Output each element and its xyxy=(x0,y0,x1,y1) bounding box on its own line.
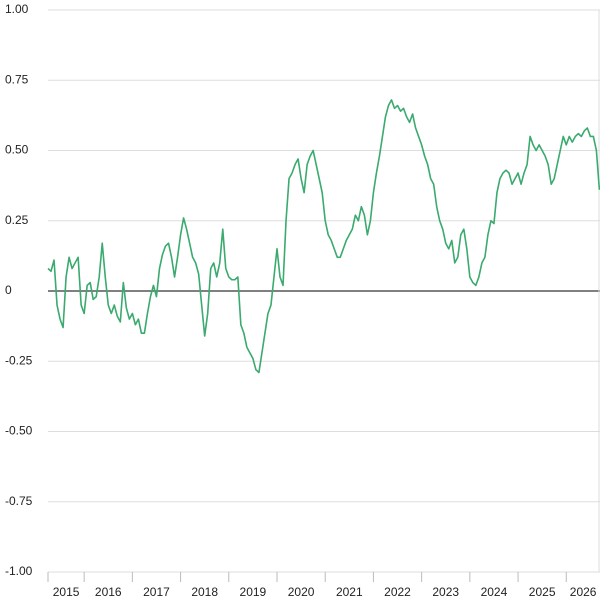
y-tick-label: 0.75 xyxy=(5,72,29,86)
x-tick-label: 2019 xyxy=(240,585,267,599)
y-tick-label: -0.50 xyxy=(5,424,33,438)
x-tick-label: 2015 xyxy=(53,585,80,599)
y-tick-label: 0.50 xyxy=(5,143,29,157)
y-tick-label: -0.75 xyxy=(5,494,33,508)
y-tick-label: -0.25 xyxy=(5,353,33,367)
x-tick-label: 2026 xyxy=(570,585,597,599)
x-tick-label: 2021 xyxy=(336,585,363,599)
x-tick-label: 2016 xyxy=(95,585,122,599)
x-tick-label: 2024 xyxy=(481,585,508,599)
y-tick-label: 0.25 xyxy=(5,213,29,227)
y-tick-label: -1.00 xyxy=(5,564,33,578)
data-line xyxy=(47,99,600,374)
x-tick-label: 2025 xyxy=(529,585,556,599)
y-tick-label: 0 xyxy=(5,283,12,297)
x-tick-label: 2017 xyxy=(143,585,170,599)
x-tick-label: 2018 xyxy=(191,585,218,599)
x-tick-label: 2023 xyxy=(432,585,459,599)
x-tick-label: 2020 xyxy=(288,585,315,599)
x-tick-label: 2022 xyxy=(384,585,411,599)
y-tick-label: 1.00 xyxy=(5,2,29,16)
